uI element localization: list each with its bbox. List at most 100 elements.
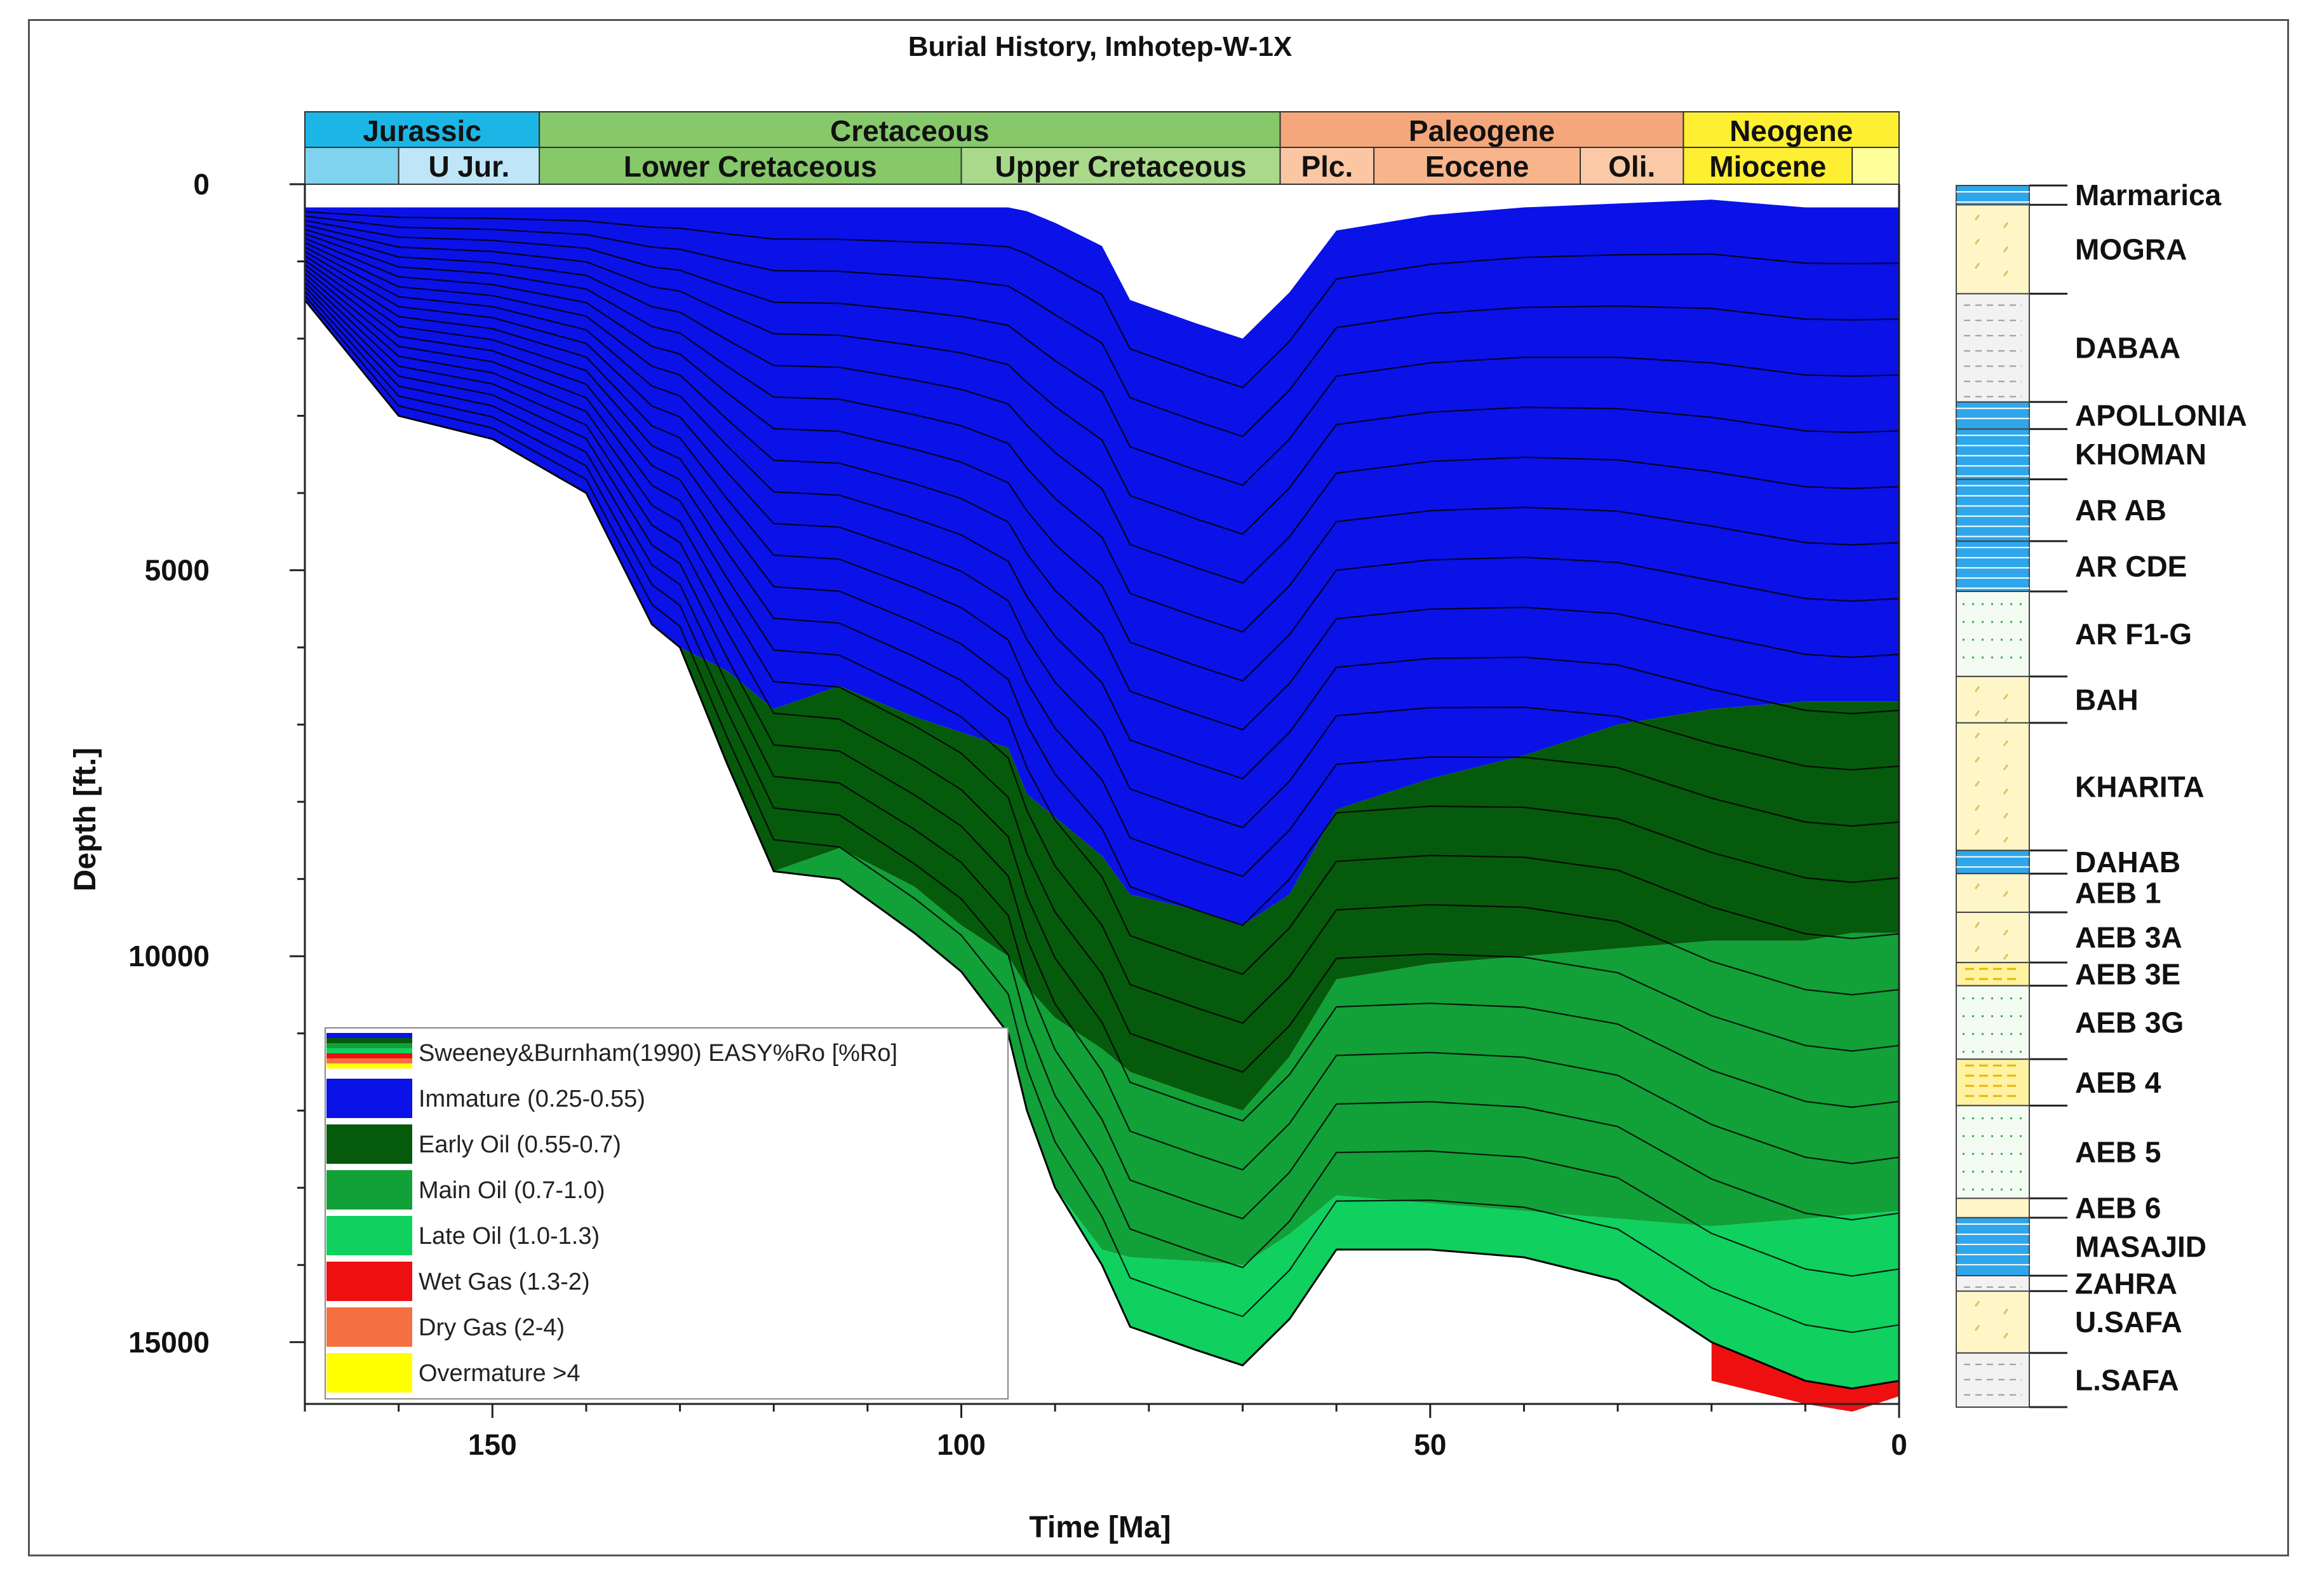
legend-swatch <box>326 1170 412 1210</box>
sandstone-pattern <box>2003 891 2009 898</box>
epoch-band <box>398 147 541 185</box>
sandstone-pattern <box>1974 756 1980 763</box>
formation-label: AR AB <box>2075 494 2166 527</box>
epoch-label: Lower Cretaceous <box>624 150 877 183</box>
epoch-band <box>1683 147 1853 185</box>
formation-label: L.SAFA <box>2075 1363 2179 1396</box>
sandstone-pattern <box>1974 1325 1980 1332</box>
legend-label: Main Oil (0.7-1.0) <box>419 1177 605 1204</box>
sandstone-pattern <box>1974 828 1980 835</box>
sandstone-pattern <box>2003 246 2009 253</box>
formation-siltstone <box>1956 590 2030 677</box>
burial-lines <box>304 211 1900 1390</box>
legend-title-stripe <box>326 1033 412 1038</box>
legend-swatch <box>326 1307 412 1347</box>
formation-label: AEB 3E <box>2075 957 2180 990</box>
burial-line <box>304 211 1900 389</box>
sandstone-pattern <box>2003 1332 2009 1339</box>
legend-box <box>325 1027 1009 1399</box>
formation-label: DABAA <box>2075 332 2180 365</box>
legend-title-stripe <box>326 1058 412 1063</box>
formation-label: MASAJID <box>2075 1230 2206 1263</box>
legend-swatch <box>326 1262 412 1301</box>
main-oil-area <box>305 300 1899 1265</box>
sandstone-pattern <box>2003 812 2009 819</box>
legend: Sweeney&Burnham(1990) EASY%Ro [%Ro] Immat… <box>325 1027 1009 1399</box>
formation-label: AR F1-G <box>2075 617 2192 651</box>
legend-label: Early Oil (0.55-0.7) <box>419 1131 621 1158</box>
legend-label: Dry Gas (2-4) <box>419 1314 565 1341</box>
period-band <box>304 111 541 148</box>
sandstone-pattern <box>2003 270 2009 277</box>
legend-title-stripe <box>326 1048 412 1053</box>
legend-title-stripe <box>326 1063 412 1069</box>
formation-label: AEB 3G <box>2075 1006 2184 1039</box>
epoch-band <box>539 147 962 185</box>
formation-limestone <box>1956 478 2030 542</box>
epoch-band <box>1851 147 1900 185</box>
legend-title-stripe <box>326 1053 412 1058</box>
sandstone-pattern <box>1974 262 1980 269</box>
formation-label: AEB 4 <box>2075 1066 2161 1099</box>
x-tick-label: 50 <box>1414 1428 1446 1461</box>
sandstone-pattern <box>2003 222 2009 229</box>
chart-title: Burial History, Imhotep-W-1X <box>908 31 1293 62</box>
burial-line <box>304 277 1900 1122</box>
formation-sandstone <box>1956 912 2030 964</box>
geologic-timescale: Jurassic Cretaceous Paleogene Neogene U Jur.… <box>304 111 1900 185</box>
burial-line <box>304 286 1900 1221</box>
y-tick-label: 0 <box>193 168 210 201</box>
burial-line <box>304 233 1900 633</box>
period-label: Cretaceous <box>830 114 990 147</box>
formation-label: AEB 1 <box>2075 877 2161 910</box>
formation-marl <box>1956 1058 2030 1107</box>
burial-line <box>304 264 1900 975</box>
sandstone-pattern <box>2003 836 2009 843</box>
y-tick-label: 15000 <box>128 1326 210 1359</box>
epoch-band <box>960 147 1281 185</box>
formation-marl <box>1956 962 2030 987</box>
burial-line <box>304 255 1900 877</box>
epoch-band <box>1373 147 1582 185</box>
formation-label: KHARITA <box>2075 770 2205 803</box>
wet-gas-area <box>1711 1342 1899 1412</box>
burial-line <box>304 273 1900 1073</box>
formation-label: AEB 5 <box>2075 1135 2161 1168</box>
formation-sandstone <box>1956 1197 2030 1218</box>
sandstone-pattern <box>1974 732 1980 739</box>
burial-line <box>304 238 1900 682</box>
epoch-label: Miocene <box>1709 150 1826 183</box>
formation-label: AEB 3A <box>2075 921 2182 954</box>
y-tick-label: 10000 <box>128 940 210 973</box>
formation-label: KHOMAN <box>2075 438 2206 471</box>
x-tick-label: 150 <box>468 1428 517 1461</box>
burial-line <box>304 268 1900 1024</box>
x-tick-label: 100 <box>937 1428 986 1461</box>
x-tick-label: 0 <box>1891 1428 1907 1461</box>
early-oil-area <box>305 300 1899 1111</box>
immature-area <box>305 199 1899 926</box>
y-axis-label: Depth [ft.] <box>69 748 102 892</box>
formation-sandstone <box>1956 1290 2030 1354</box>
burial-line <box>304 281 1900 1171</box>
epoch-label: Eocene <box>1425 150 1529 183</box>
epoch-band <box>1279 147 1375 185</box>
burial-line <box>304 215 1900 438</box>
sandstone-pattern <box>2003 1308 2009 1315</box>
sandstone-pattern <box>2003 788 2009 795</box>
sandstone-pattern <box>1974 238 1980 245</box>
formation-siltstone <box>1956 1105 2030 1199</box>
sandstone-pattern <box>1974 780 1980 787</box>
formation-sandstone <box>1956 873 2030 914</box>
sandstone-pattern <box>1974 214 1980 221</box>
formation-label: U.SAFA <box>2075 1305 2182 1339</box>
burial-line <box>304 220 1900 487</box>
epoch-label: Upper Cretaceous <box>995 150 1246 183</box>
sandstone-pattern <box>1974 883 1980 890</box>
sandstone-pattern <box>1974 946 1980 952</box>
formation-label: AR CDE <box>2075 550 2187 583</box>
sandstone-pattern <box>1974 804 1980 811</box>
burial-line <box>304 290 1900 1277</box>
basement-line <box>304 299 1900 1390</box>
